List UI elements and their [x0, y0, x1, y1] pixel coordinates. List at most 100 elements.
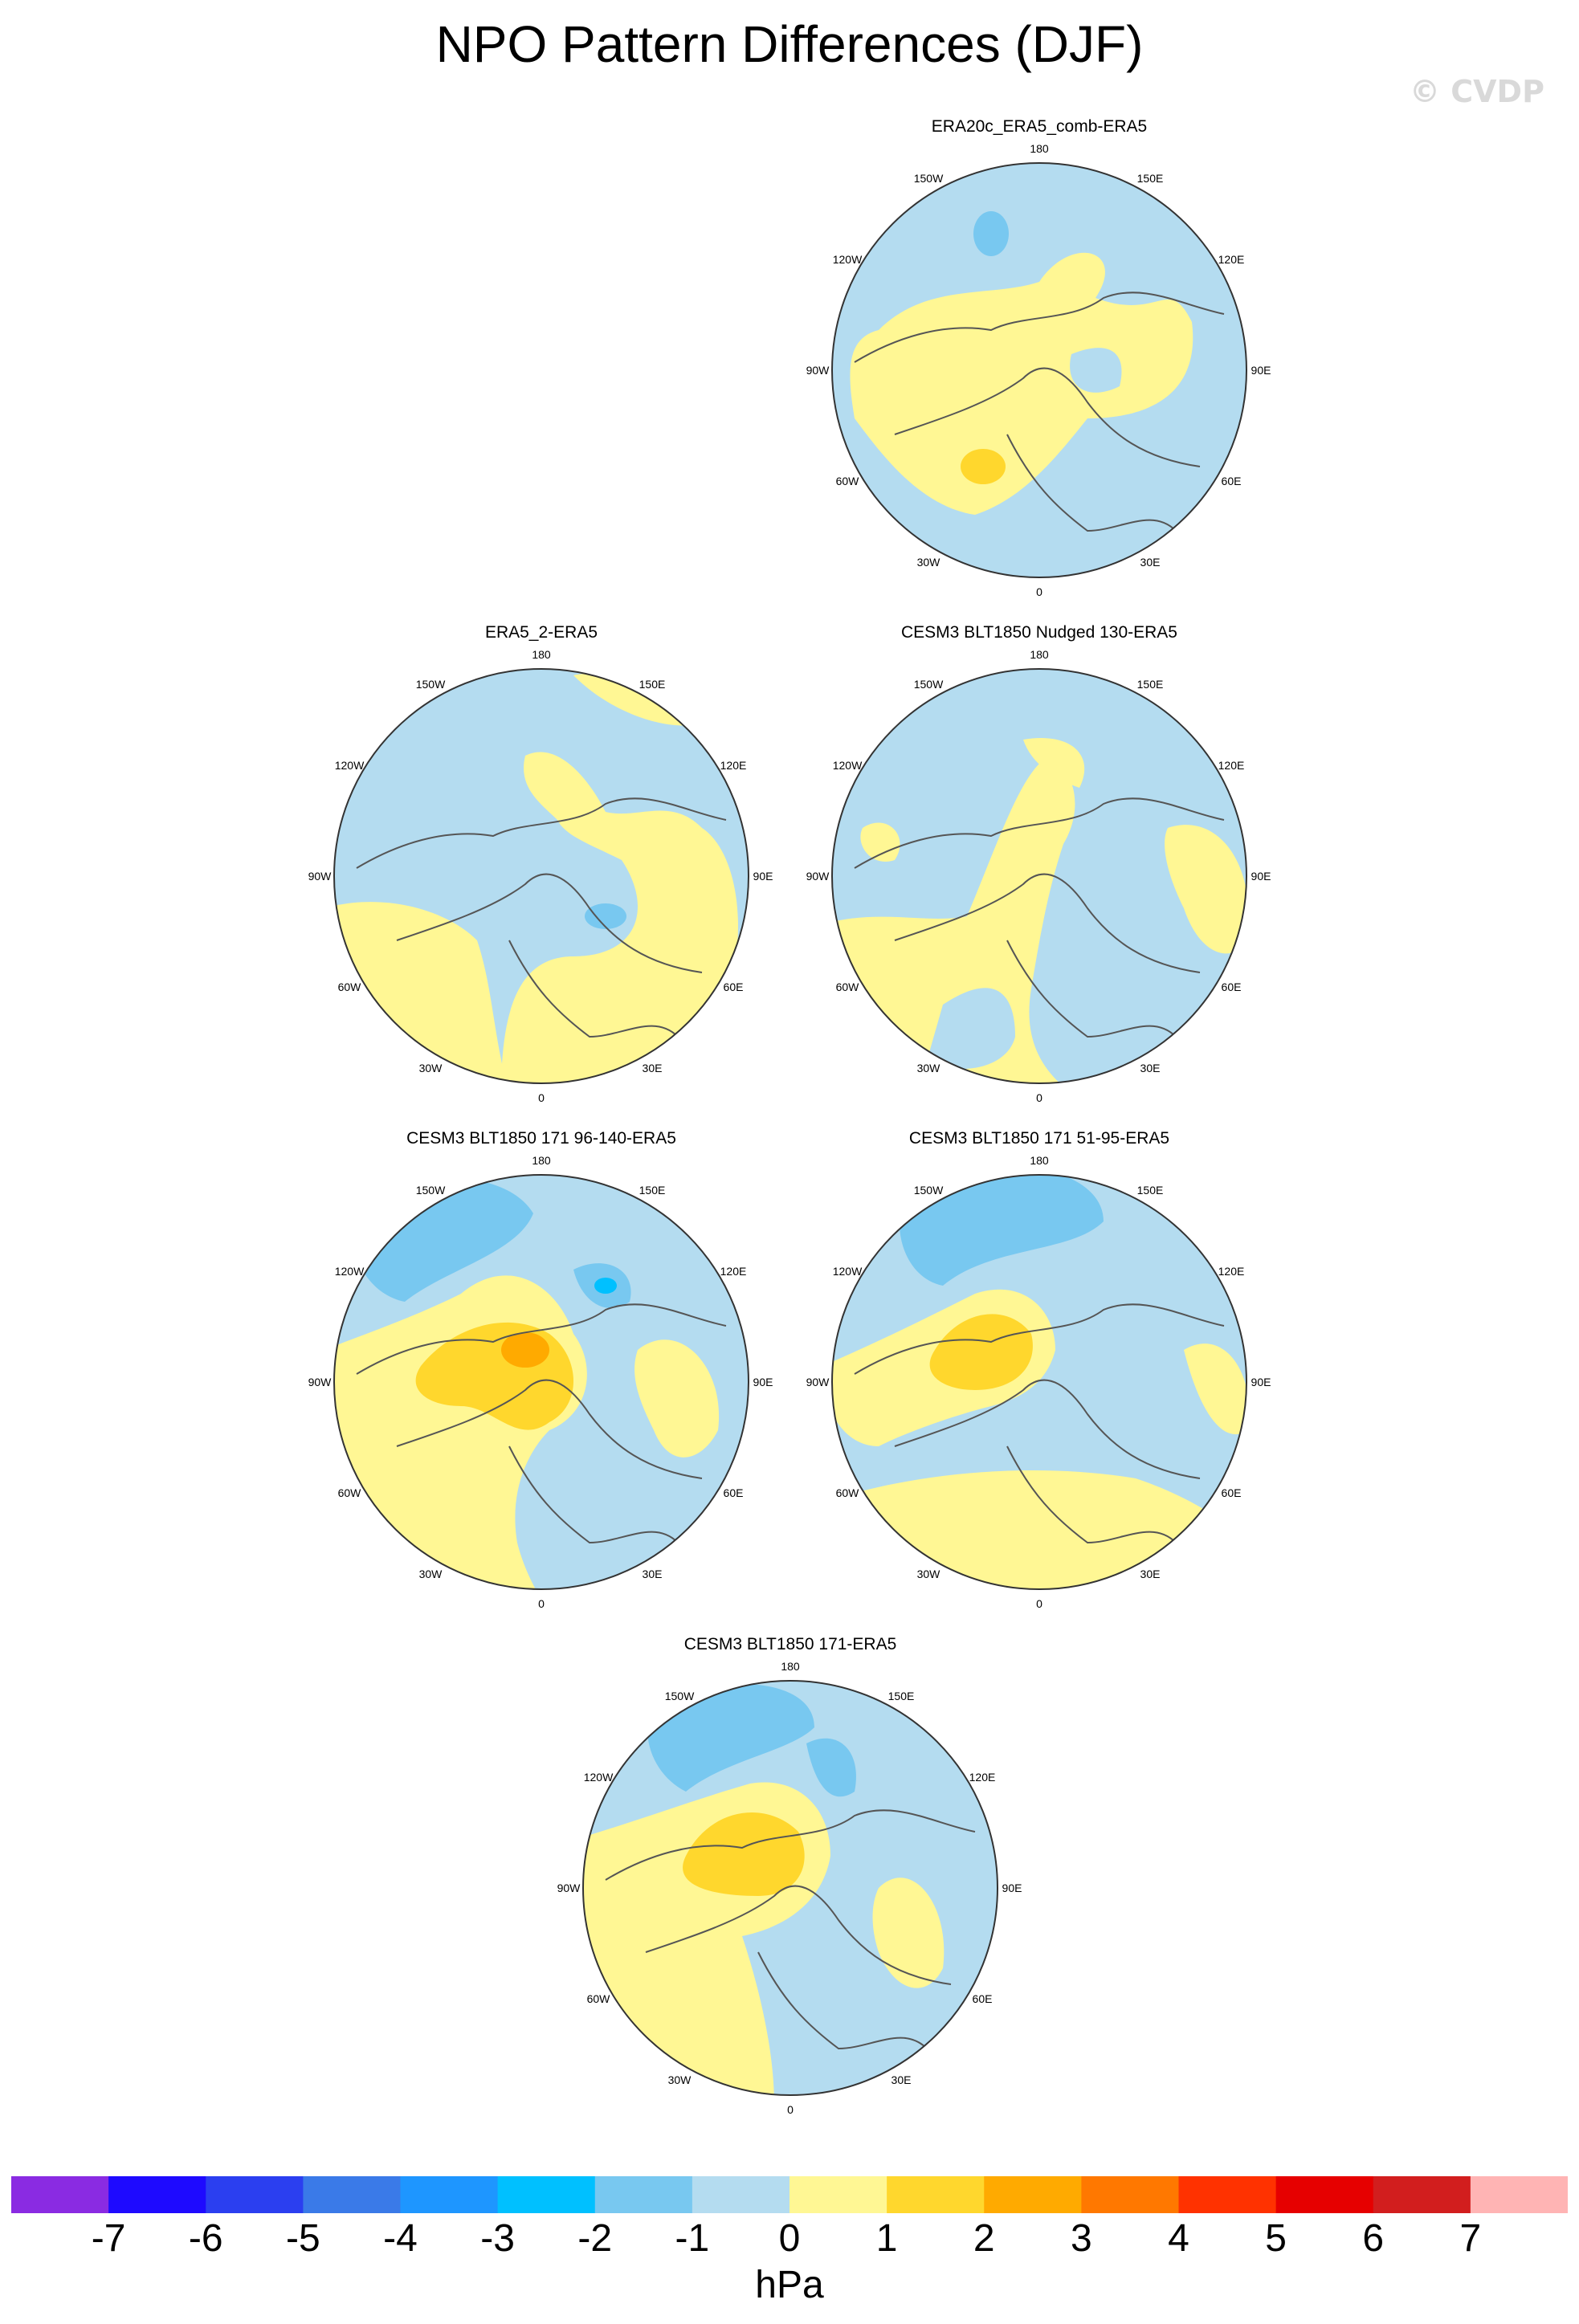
- longitude-label: 150E: [1137, 172, 1164, 185]
- polar-map: 180 150E 120E 90E 60E 30E 0 30W 60W 90W 120W 150W: [806, 1154, 1271, 1610]
- longitude-label: 90E: [1002, 1882, 1022, 1894]
- longitude-label: 150W: [914, 678, 944, 691]
- longitude-label: 150W: [665, 1690, 695, 1702]
- longitude-label: 60W: [338, 981, 362, 993]
- longitude-label: 90W: [806, 870, 830, 883]
- longitude-label: 90W: [557, 1882, 581, 1894]
- colorbar-box: [1470, 2176, 1568, 2213]
- colorbar-tick-label: -4: [383, 2217, 418, 2260]
- longitude-label: 30E: [643, 1062, 663, 1074]
- colorbar-box: [108, 2176, 206, 2213]
- panel-title: CESM3 BLT1850 171-ERA5: [683, 1635, 897, 1653]
- colorbar-box: [206, 2176, 304, 2213]
- map-panel-3: CESM3 BLT1850 Nudged 130-ERA5 180 150E 120…: [806, 623, 1271, 1105]
- colorbar-box: [1373, 2176, 1471, 2213]
- longitude-label: 180: [1030, 648, 1049, 661]
- longitude-label: 0: [538, 1091, 545, 1104]
- polar-map: 180 150E 120E 90E 60E 30E 0 30W 60W 90W 120W 150W: [806, 142, 1271, 598]
- polar-map: 180 150E 120E 90E 60E 30E 0 30W 60W 90W 120W 150W: [557, 1660, 1022, 2116]
- colorbar-box: [303, 2176, 402, 2213]
- longitude-label: 60E: [724, 1486, 744, 1499]
- colorbar-labels: -7 -6 -5 -4 -3 -2 -1 0 1 2 3 4 5 6 7: [0, 2216, 1579, 2273]
- longitude-labels: 180 150E 120E 90E 60E 30E 0 30W 60W 90W 120W 150W: [557, 1660, 1022, 2116]
- colorbar-unit: hPa: [755, 2264, 824, 2306]
- longitude-label: 0: [1036, 585, 1042, 598]
- longitude-labels: 180 150E 120E 90E 60E 30E 0 30W 60W 90W 120W 150W: [806, 142, 1271, 598]
- colorbar-box: [1081, 2176, 1180, 2213]
- longitude-label: 120E: [969, 1771, 996, 1784]
- longitude-label: 90E: [753, 870, 773, 883]
- longitude-label: 30E: [643, 1568, 663, 1580]
- longitude-label: 60E: [1222, 1486, 1242, 1499]
- panel-title: ERA20c_ERA5_comb-ERA5: [931, 117, 1148, 136]
- longitude-label: 60E: [1222, 475, 1242, 487]
- longitude-label: 30E: [1140, 1062, 1161, 1074]
- longitude-label: 180: [532, 648, 551, 661]
- colorbar-box: [692, 2176, 790, 2213]
- longitude-label: 0: [538, 1597, 545, 1610]
- longitude-label: 90E: [1251, 364, 1271, 377]
- longitude-label: 30W: [668, 2073, 692, 2086]
- longitude-label: 120W: [833, 759, 863, 772]
- longitude-label: 0: [1036, 1091, 1042, 1104]
- longitude-label: 180: [781, 1660, 800, 1673]
- map-panel-1: ERA20c_ERA5_comb-ERA5 180 150E 120E 90E 60E 3…: [806, 117, 1271, 599]
- longitude-label: 150W: [416, 1184, 446, 1197]
- colorbar-box: [400, 2176, 499, 2213]
- colorbar-tick-label: -5: [286, 2217, 320, 2260]
- colorbar-tick-label: 6: [1362, 2217, 1385, 2260]
- colorbar-box: [984, 2176, 1082, 2213]
- longitude-label: 30W: [419, 1568, 443, 1580]
- longitude-label: 150W: [914, 172, 944, 185]
- longitude-label: 150E: [888, 1690, 915, 1702]
- longitude-label: 120W: [335, 1265, 365, 1278]
- longitude-label: 60E: [973, 1992, 993, 2005]
- longitude-label: 180: [532, 1154, 551, 1167]
- colorbar-box: [1178, 2176, 1277, 2213]
- polar-map: 180 150E 120E 90E 60E 30E 0 30W 60W 90W 120W 150W: [806, 648, 1271, 1104]
- figure-title: NPO Pattern Differences (DJF): [435, 15, 1144, 73]
- longitude-labels: 180 150E 120E 90E 60E 30E 0 30W 60W 90W 120W 150W: [308, 648, 773, 1104]
- colorbar-box: [594, 2176, 693, 2213]
- longitude-label: 30W: [917, 556, 941, 569]
- longitude-label: 150E: [1137, 678, 1164, 691]
- colorbar-tick-label: -6: [188, 2217, 223, 2260]
- longitude-label: 150E: [1137, 1184, 1164, 1197]
- colorbar-tick-label: -1: [675, 2217, 710, 2260]
- longitude-label: 90E: [753, 1376, 773, 1388]
- polar-map: 180 150E 120E 90E 60E 30E 0 30W 60W 90W 120W 150W: [308, 648, 773, 1104]
- colorbar-box: [1275, 2176, 1374, 2213]
- colorbar-tick-label: 4: [1168, 2217, 1189, 2260]
- longitude-label: 60W: [836, 475, 860, 487]
- colorbar-tick-label: -7: [91, 2217, 126, 2260]
- colorbar-box: [790, 2176, 887, 2213]
- colorbar-tick-label: 5: [1265, 2217, 1287, 2260]
- panel-title: CESM3 BLT1850 171 51-95-ERA5: [908, 1129, 1170, 1148]
- map-panel-5: CESM3 BLT1850 171 51-95-ERA5 180 150E 120E…: [806, 1129, 1271, 1611]
- longitude-label: 0: [1036, 1597, 1042, 1610]
- longitude-label: 120E: [720, 759, 747, 772]
- colorbar-box: [887, 2176, 985, 2213]
- longitude-label: 120W: [833, 1265, 863, 1278]
- longitude-label: 90W: [806, 364, 830, 377]
- longitude-label: 90W: [308, 870, 333, 883]
- longitude-labels: 180 150E 120E 90E 60E 30E 0 30W 60W 90W 120W 150W: [806, 648, 1271, 1104]
- colorbar-tick-label: 7: [1459, 2217, 1482, 2260]
- colorbar-box: [11, 2176, 109, 2213]
- longitude-label: 30W: [917, 1062, 941, 1074]
- map-panel-2: ERA5_2-ERA5 180 150E 120E 90E 60E 30E 0 30W 60W 9…: [308, 623, 773, 1105]
- longitude-label: 60E: [1222, 981, 1242, 993]
- longitude-label: 60E: [724, 981, 744, 993]
- colorbar: [11, 2176, 1568, 2213]
- longitude-label: 90E: [1251, 870, 1271, 883]
- longitude-label: 150E: [639, 1184, 666, 1197]
- polar-map: 180 150E 120E 90E 60E 30E 0 30W 60W 90W 120W 150W: [308, 1154, 773, 1610]
- longitude-label: 150W: [416, 678, 446, 691]
- longitude-label: 120E: [1218, 759, 1245, 772]
- longitude-label: 60W: [587, 1992, 611, 2005]
- cvdp-watermark: © CVDP: [1410, 74, 1544, 109]
- panel-title: CESM3 BLT1850 Nudged 130-ERA5: [901, 623, 1177, 642]
- colorbar-box: [497, 2176, 596, 2213]
- colorbar-tick-label: 1: [875, 2217, 898, 2260]
- colorbar-tick-label: 3: [1071, 2217, 1092, 2260]
